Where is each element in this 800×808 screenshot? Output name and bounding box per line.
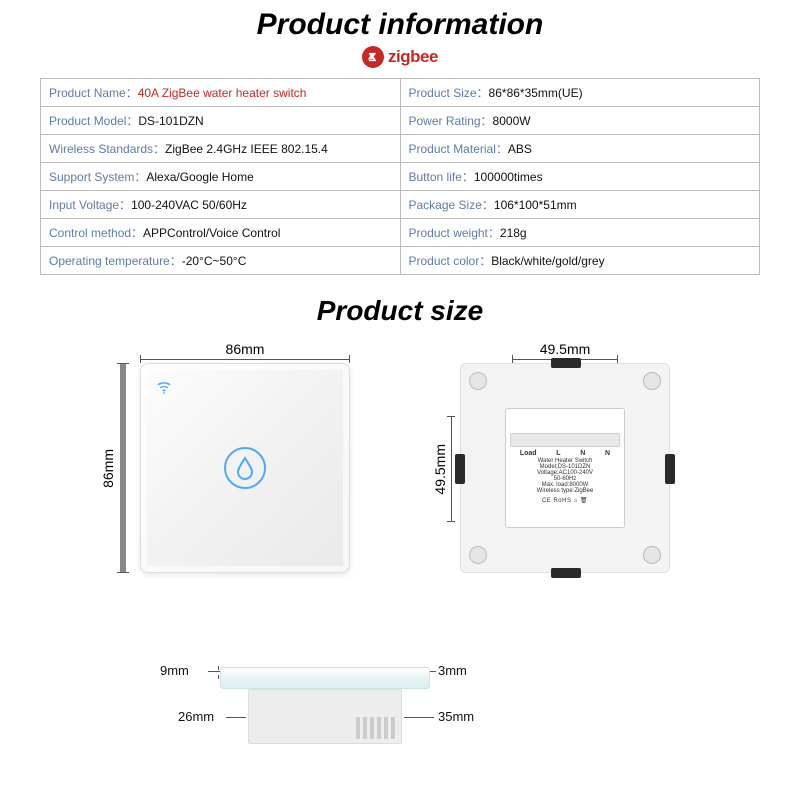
dim-back-height: 49.5mm [432,399,452,539]
zigbee-badge: zigbee [0,46,800,68]
wifi-icon [155,378,173,401]
zigbee-text: zigbee [388,47,438,67]
back-label: LoadLNN Water Heater SwitchModel:DS-101D… [505,408,625,528]
dim-front-height: 86mm [100,363,126,573]
product-size-diagram: 86mm 86mm 49.5mm 49.5mm LoadLNN Water He… [0,337,800,637]
dim-front-width-line [140,359,350,360]
spec-cell: Control method：APPControl/Voice Control [41,219,401,247]
dim-side-35mm: 35mm [438,709,474,724]
dim-side-26mm: 26mm [178,709,214,724]
spec-cell: Product Size：86*86*35mm(UE) [400,79,760,107]
front-panel [140,363,350,573]
dim-back-height-label: 49.5mm [432,444,448,495]
dim-front-height-label: 86mm [100,449,116,488]
zigbee-icon [362,46,384,68]
spec-cell: Product Name：40A ZigBee water heater swi… [41,79,401,107]
spec-cell: Wireless Standards：ZigBee 2.4GHz IEEE 80… [41,135,401,163]
section-title-size: Product size [0,295,800,327]
side-view-diagram: 9mm 26mm 3mm 35mm [0,637,800,777]
side-front-plate [220,667,430,689]
spec-cell: Package Size：106*100*51mm [400,191,760,219]
section-title-info: Product information [0,8,800,42]
dim-side-3mm: 3mm [438,663,467,678]
spec-cell: Input Voltage：100-240VAC 50/60Hz [41,191,401,219]
dim-back-width: 49.5mm [518,341,612,357]
spec-cell: Operating temperature：-20°C~50°C [41,247,401,275]
spec-cell: Support System：Alexa/Google Home [41,163,401,191]
spec-cell: Product Material：ABS [400,135,760,163]
spec-cell: Power Rating：8000W [400,107,760,135]
spec-cell: Product color：Black/white/gold/grey [400,247,760,275]
dim-front-width: 86mm [140,341,350,357]
side-body [248,689,402,744]
spec-cell: Product weight：218g [400,219,760,247]
cert-badges: CE RoHS ⌂ 🗑 [510,497,620,504]
spec-cell: Button life：100000times [400,163,760,191]
spec-cell: Product Model：DS-101DZN [41,107,401,135]
dim-side-9mm: 9mm [160,663,189,678]
spec-table: Product Name：40A ZigBee water heater swi… [40,78,760,275]
water-drop-icon [224,447,266,489]
back-panel: LoadLNN Water Heater SwitchModel:DS-101D… [460,363,670,573]
